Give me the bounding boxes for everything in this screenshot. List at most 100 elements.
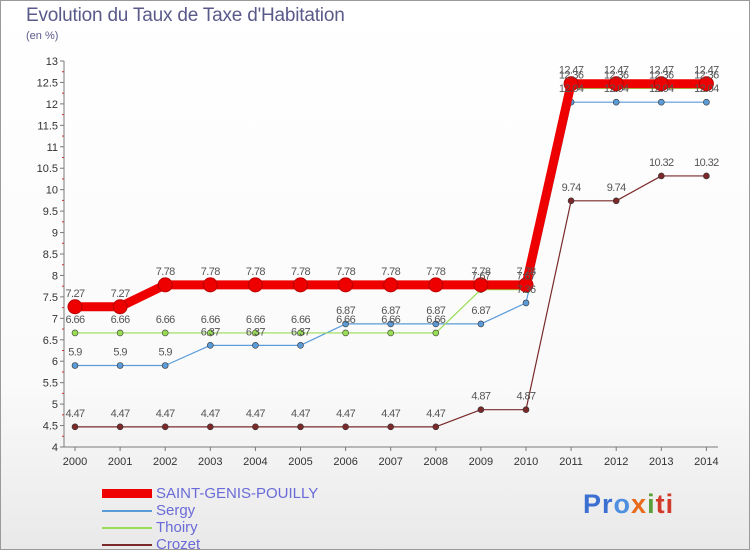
data-label: 12.47 bbox=[694, 65, 719, 77]
data-label: 7.27 bbox=[65, 288, 84, 300]
legend-label: Sergy bbox=[156, 502, 196, 519]
data-point bbox=[522, 299, 530, 307]
data-point bbox=[161, 329, 169, 337]
data-label: 7.78 bbox=[156, 266, 175, 278]
data-label: 6.66 bbox=[381, 314, 400, 326]
data-point bbox=[383, 277, 399, 293]
y-tick-label: 13 bbox=[46, 56, 58, 68]
data-point bbox=[297, 329, 304, 337]
data-label: 6.37 bbox=[201, 326, 220, 338]
data-label: 6.66 bbox=[426, 314, 445, 326]
y-tick-label: 5 bbox=[52, 399, 58, 411]
data-point bbox=[657, 98, 665, 106]
x-tick-label: 2012 bbox=[604, 456, 628, 468]
data-label: 4.47 bbox=[291, 408, 310, 420]
data-label: 6.66 bbox=[336, 314, 355, 326]
data-label: 12.47 bbox=[559, 65, 584, 77]
data-point bbox=[202, 277, 218, 293]
data-label: 12.04 bbox=[604, 83, 629, 95]
data-label: 4.47 bbox=[381, 408, 400, 420]
x-tick-label: 2013 bbox=[649, 456, 673, 468]
data-point bbox=[252, 342, 259, 349]
data-point bbox=[518, 277, 534, 293]
data-label: 12.36 bbox=[649, 69, 674, 81]
data-label: 6.66 bbox=[65, 314, 84, 326]
data-label: 6.37 bbox=[291, 326, 310, 338]
data-point bbox=[161, 362, 169, 369]
data-point bbox=[71, 329, 79, 337]
x-tick-label: 2006 bbox=[333, 456, 357, 468]
y-tick-label: 10 bbox=[46, 185, 58, 197]
data-point bbox=[477, 406, 485, 413]
x-tick-label: 2002 bbox=[153, 456, 177, 468]
data-label: 6.66 bbox=[246, 314, 265, 326]
data-point bbox=[567, 197, 575, 205]
data-label: 7.78 bbox=[471, 266, 490, 278]
data-point bbox=[116, 423, 124, 431]
data-point bbox=[161, 423, 169, 431]
data-label: 4.47 bbox=[65, 408, 84, 420]
x-tick-label: 2001 bbox=[108, 456, 132, 468]
data-point bbox=[432, 329, 440, 337]
y-tick-label: 5.5 bbox=[43, 378, 58, 390]
data-label: 6.87 bbox=[471, 305, 490, 317]
y-tick-label: 9 bbox=[52, 228, 58, 240]
data-label: 7.78 bbox=[516, 266, 535, 278]
data-point bbox=[252, 423, 259, 431]
data-label: 7.78 bbox=[381, 266, 400, 278]
series-line-crozet bbox=[74, 175, 708, 428]
data-label: 12.36 bbox=[694, 69, 719, 81]
data-point bbox=[342, 423, 349, 431]
data-label: 4.47 bbox=[111, 408, 130, 420]
data-point bbox=[387, 320, 395, 328]
x-tick-label: 2011 bbox=[559, 456, 583, 468]
data-label: 7.67 bbox=[516, 271, 535, 283]
data-point bbox=[428, 277, 444, 293]
data-point bbox=[297, 423, 304, 431]
x-tick-label: 2010 bbox=[514, 456, 538, 468]
data-point bbox=[207, 329, 214, 337]
y-tick-label: 7.5 bbox=[43, 292, 58, 304]
data-point bbox=[116, 329, 124, 337]
logo-part: ti bbox=[655, 489, 675, 519]
data-label: 4.87 bbox=[516, 391, 535, 403]
proxiti-logo: Proxiti bbox=[583, 489, 674, 520]
data-point bbox=[67, 299, 83, 315]
data-label: 6.66 bbox=[291, 314, 310, 326]
data-point bbox=[71, 423, 79, 431]
series-line-thoiry bbox=[74, 87, 708, 334]
data-point bbox=[432, 423, 440, 431]
data-label: 6.87 bbox=[336, 305, 355, 317]
data-point bbox=[71, 362, 79, 369]
data-point bbox=[612, 197, 620, 205]
data-point bbox=[608, 76, 624, 92]
data-label: 12.04 bbox=[694, 83, 719, 95]
data-point bbox=[612, 98, 620, 106]
data-label: 9.74 bbox=[607, 182, 626, 194]
chart-unit-label: (en %) bbox=[26, 30, 59, 42]
legend-swatch bbox=[102, 489, 152, 498]
x-tick-label: 2009 bbox=[469, 456, 493, 468]
data-point bbox=[522, 406, 530, 413]
data-label: 12.47 bbox=[604, 65, 629, 77]
data-point bbox=[293, 277, 308, 293]
y-tick-label: 8 bbox=[52, 270, 58, 282]
data-point bbox=[342, 320, 349, 328]
data-point bbox=[247, 277, 263, 293]
data-point bbox=[207, 423, 214, 431]
data-point bbox=[297, 342, 304, 349]
data-label: 7.27 bbox=[111, 288, 130, 300]
data-point bbox=[387, 329, 395, 337]
data-label: 5.9 bbox=[158, 347, 172, 359]
x-tick-label: 2004 bbox=[243, 456, 267, 468]
logo-part: o bbox=[613, 489, 632, 519]
y-tick-label: 9.5 bbox=[43, 206, 58, 218]
data-label: 12.47 bbox=[649, 65, 674, 77]
x-tick-label: 2014 bbox=[694, 456, 718, 468]
data-label: 7.78 bbox=[336, 266, 355, 278]
data-label: 7.78 bbox=[246, 266, 265, 278]
logo-part: Pr bbox=[583, 489, 614, 519]
data-point bbox=[563, 76, 579, 92]
